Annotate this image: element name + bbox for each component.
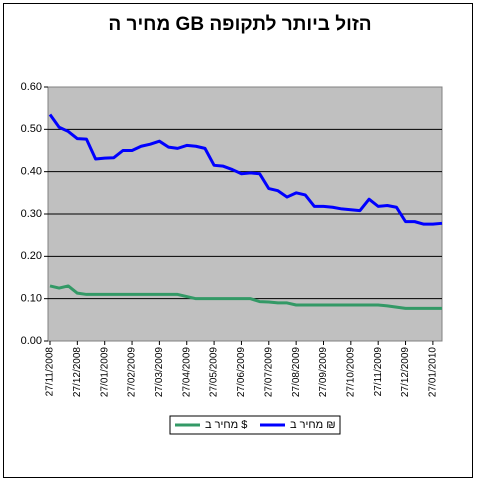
x-tick-label: 27/11/2009: [373, 347, 384, 397]
y-tick-label: 0.60: [21, 81, 42, 93]
x-tick-label: 27/04/2009: [181, 347, 192, 397]
series-line: [48, 113, 443, 226]
y-tick-label: 0.10: [21, 293, 42, 305]
legend: [169, 415, 341, 435]
x-tick-label: 27/10/2009: [345, 347, 356, 397]
x-tick-label: 27/03/2009: [154, 347, 165, 397]
y-tick-label: 0.00: [21, 335, 42, 347]
y-tick-label: 0.40: [21, 166, 42, 178]
y-tick-label: 0.50: [21, 123, 42, 135]
x-tick-label: 27/12/2008: [72, 347, 83, 397]
y-tick-label: 0.20: [21, 250, 42, 262]
x-tick-label: 27/01/2010: [428, 347, 439, 397]
x-tick-label: 27/11/2008: [45, 347, 56, 397]
x-tick-label: 27/01/2009: [99, 347, 110, 397]
legend-label: מחיר ב ₪: [290, 419, 336, 431]
x-tick-label: 27/05/2009: [209, 347, 220, 397]
x-tick-label: 27/08/2009: [291, 347, 302, 397]
x-tick-label: 27/07/2009: [263, 347, 274, 397]
y-tick-label: 0.30: [21, 208, 42, 220]
series-line: [49, 284, 442, 310]
x-tick-label: 27/06/2009: [236, 347, 247, 397]
x-tick-label: 27/02/2009: [127, 347, 138, 397]
x-tick-label: 27/12/2009: [400, 347, 411, 397]
chart-title: מחיר ה GB הזול ביותר לתקופה: [108, 14, 371, 35]
x-tick-label: 27/09/2009: [318, 347, 329, 397]
legend-label: מחיר ב $: [205, 419, 247, 431]
